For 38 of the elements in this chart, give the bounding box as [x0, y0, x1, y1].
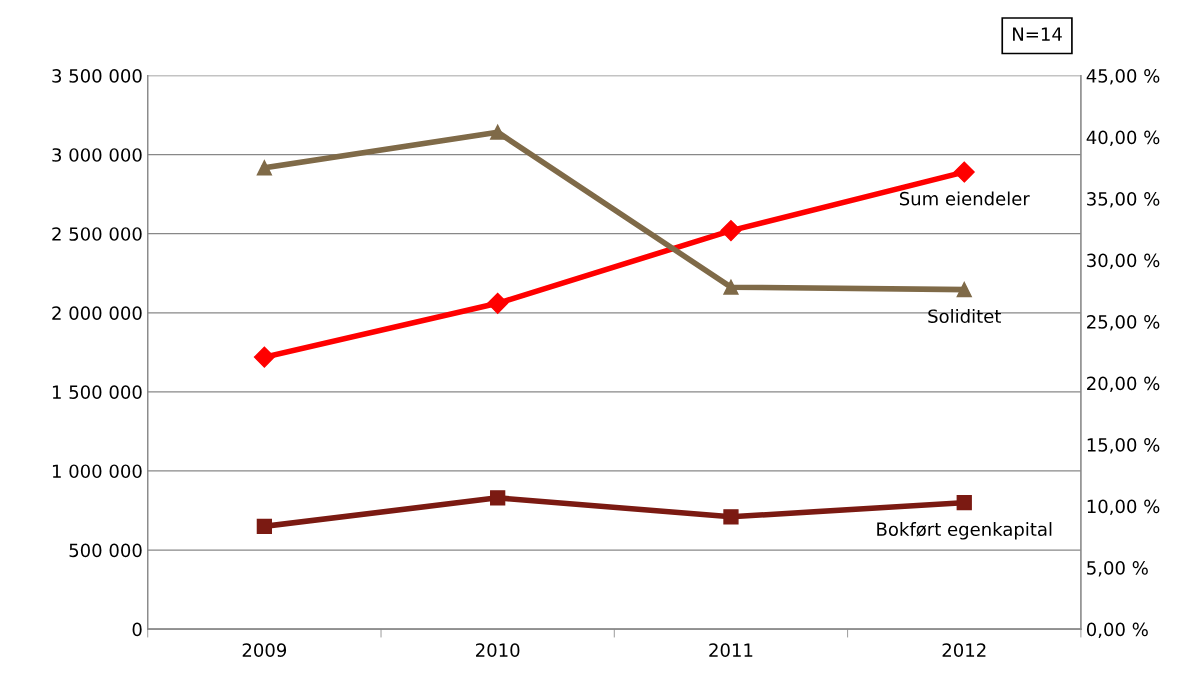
y-tick-label: 2 000 000: [52, 306, 142, 320]
point: [956, 281, 972, 298]
series-label: Soliditet: [928, 309, 1001, 324]
y-tick-label: 3 500 000: [52, 69, 142, 83]
x-tick-label: 2011: [709, 643, 753, 657]
point: [487, 292, 509, 314]
y-tick-label: 1 500 000: [52, 385, 142, 399]
y-tick-label: 3 000 000: [52, 148, 142, 162]
y2-tick-label: 25,00 %: [1087, 315, 1160, 331]
series-label: Bokført egenkapital: [877, 522, 1052, 540]
point: [253, 346, 275, 368]
point: [723, 279, 739, 295]
point: [720, 220, 742, 242]
y2-tick-label: 20,00 %: [1087, 376, 1160, 393]
y2-tick-label: 40,00 %: [1086, 130, 1160, 147]
y-tick-label: 500 000: [69, 543, 142, 558]
y2-tick-label: 0,00 %: [1086, 622, 1148, 639]
y-tick-label: 1 000 000: [52, 464, 142, 479]
x-tick-label: 2010: [476, 643, 520, 657]
point: [956, 494, 972, 511]
y2-tick-label: 30,00 %: [1087, 253, 1160, 270]
point: [256, 518, 273, 534]
point: [490, 124, 506, 140]
y2-tick-label: 35,00 %: [1087, 192, 1160, 208]
x-tick-label: 2009: [242, 643, 287, 657]
x-tick-label: 2012: [942, 643, 986, 657]
y2-tick-label: 10,00 %: [1087, 499, 1160, 516]
y-tick-label: 0: [132, 622, 142, 637]
y2-tick-label: 45,00 %: [1086, 69, 1160, 85]
text: N=14: [1013, 27, 1062, 41]
point: [723, 509, 739, 525]
point: [953, 161, 975, 183]
series-label: Sum eiendeler: [899, 191, 1030, 206]
point: [256, 160, 273, 176]
point: [490, 490, 506, 506]
y2-tick-label: 15,00 %: [1087, 438, 1160, 454]
y2-tick-label: 5,00 %: [1087, 561, 1148, 577]
y-tick-label: 2 500 000: [52, 227, 142, 241]
